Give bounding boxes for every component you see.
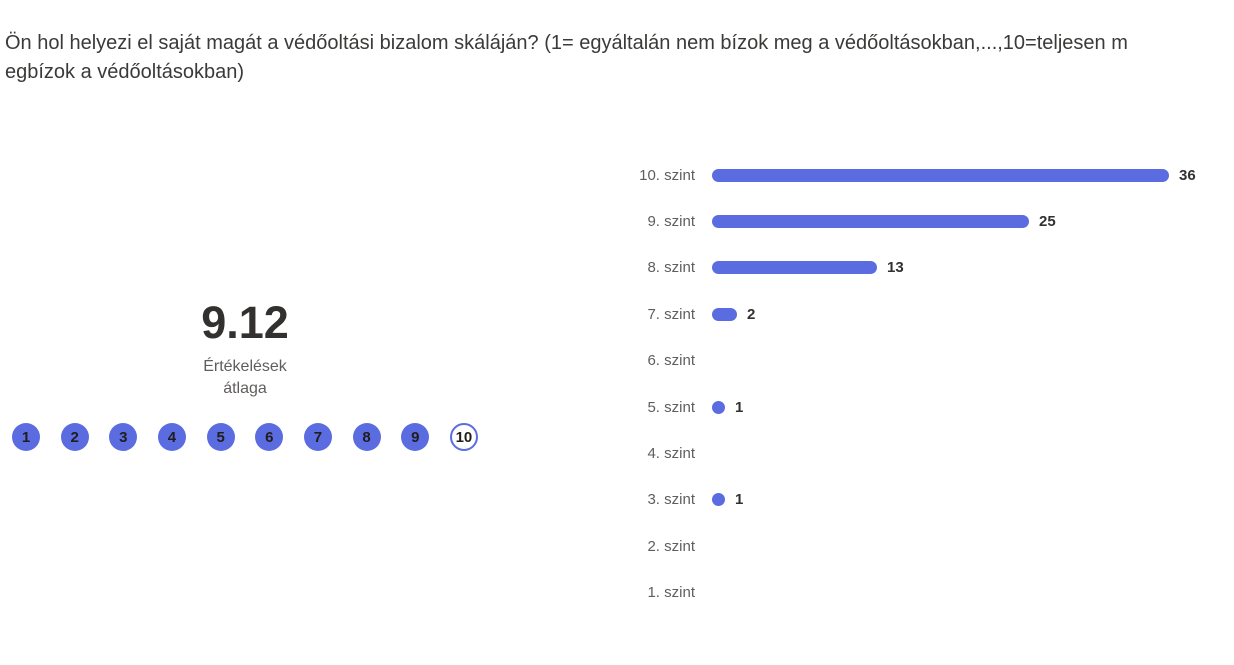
value-label: 13 — [887, 259, 904, 277]
bar — [712, 493, 725, 507]
chart-row: 7. szint 2 — [600, 291, 1234, 337]
chart-row: 8. szint 13 — [600, 245, 1234, 291]
category-label: 6. szint — [647, 352, 695, 370]
chart-row: 2. szint — [600, 523, 1234, 569]
value-label: 1 — [735, 491, 744, 509]
bar — [712, 307, 737, 321]
rating-circle-5: 5 — [206, 423, 235, 451]
category-label: 2. szint — [647, 537, 695, 555]
bar — [712, 168, 1169, 182]
average-caption: Értékelések átlaga — [203, 358, 287, 397]
question-title: Ön hol helyezi el saját magát a védőoltá… — [5, 32, 1128, 83]
rating-circle-3: 3 — [109, 423, 138, 451]
chart-row: 9. szint 25 — [600, 198, 1234, 244]
category-label: 7. szint — [647, 305, 695, 323]
value-label: 2 — [747, 305, 756, 323]
category-label: 5. szint — [647, 398, 695, 416]
chart-row: 10. szint 36 — [600, 152, 1234, 198]
value-label: 1 — [735, 398, 744, 416]
category-label: 3. szint — [647, 491, 695, 509]
value-label: 25 — [1039, 213, 1056, 231]
value-label: 36 — [1179, 166, 1196, 184]
rating-circle-6: 6 — [255, 423, 284, 451]
chart-row: 3. szint 1 — [600, 477, 1234, 523]
chart-row: 5. szint 1 — [600, 384, 1234, 430]
category-label: 10. szint — [639, 166, 695, 184]
chart-row: 4. szint — [600, 430, 1234, 476]
rating-circle-8: 8 — [352, 423, 381, 451]
rating-distribution-chart: 10. szint 36 9. szint 25 8. szint 13 7. szint 2… — [600, 152, 1234, 616]
category-label: 9. szint — [647, 213, 695, 231]
rating-circle-4: 4 — [157, 423, 186, 451]
rating-circle-7: 7 — [303, 423, 332, 451]
rating-summary: 9.12 Értékelések átlaga 1 2 3 4 5 6 7 8 9 10 — [12, 298, 478, 451]
category-label: 4. szint — [647, 445, 695, 463]
rating-circle-1: 1 — [12, 423, 40, 451]
category-label: 8. szint — [647, 259, 695, 277]
average-score: 9.12 — [201, 297, 289, 348]
rating-circle-9: 9 — [401, 423, 430, 451]
bar — [712, 215, 1029, 229]
bar — [712, 261, 877, 275]
bar — [712, 400, 725, 414]
rating-circle-2: 2 — [60, 423, 89, 451]
chart-row: 1. szint — [600, 570, 1234, 616]
category-label: 1. szint — [647, 584, 695, 602]
chart-row: 6. szint — [600, 338, 1234, 384]
rating-scale: 1 2 3 4 5 6 7 8 9 10 — [12, 423, 478, 451]
rating-circle-10: 10 — [449, 423, 478, 451]
